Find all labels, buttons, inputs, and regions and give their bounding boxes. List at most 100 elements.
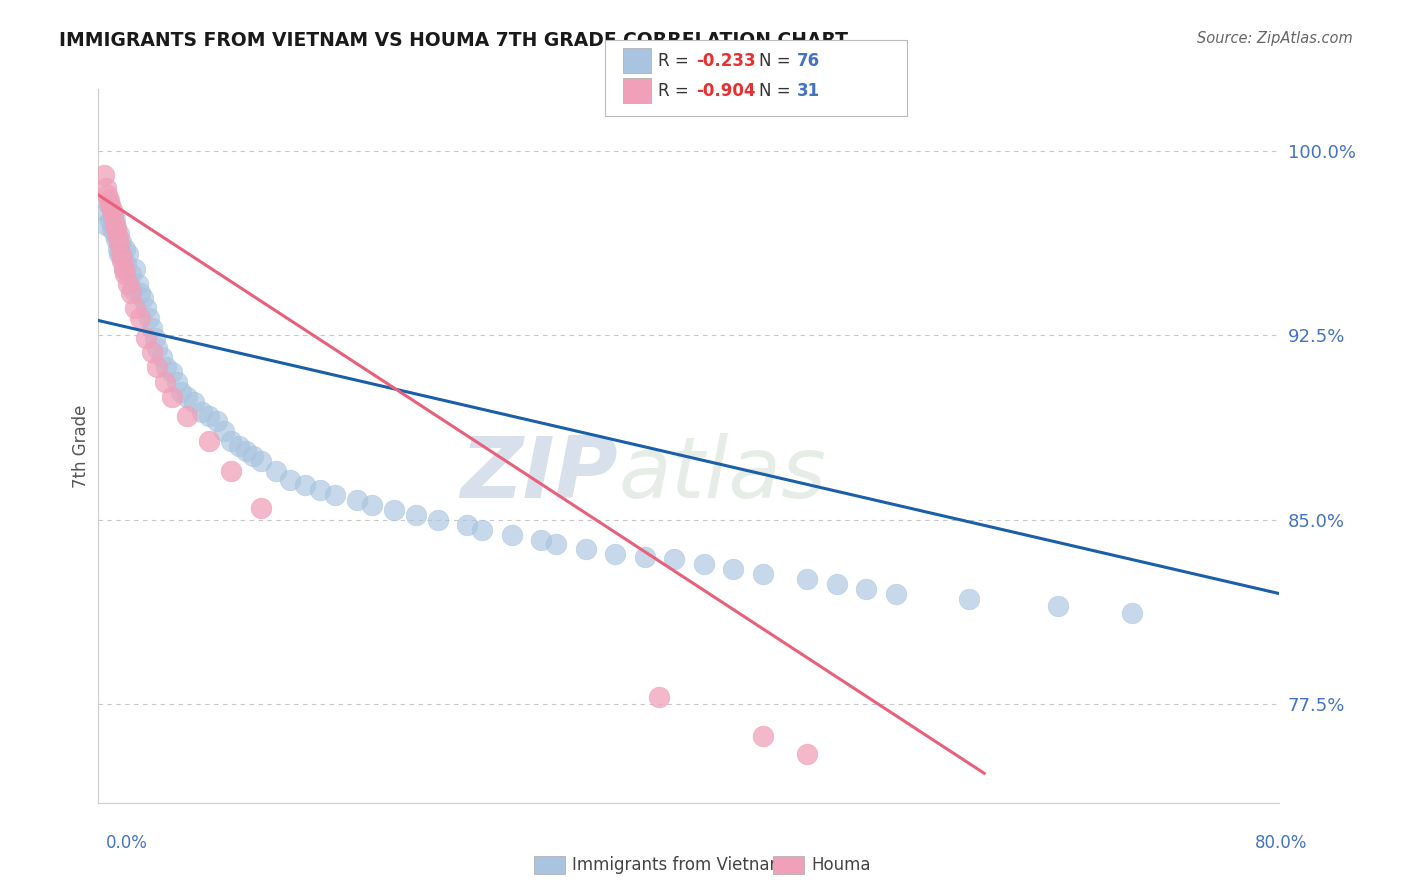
Point xyxy=(107,242,129,256)
Point xyxy=(103,208,125,222)
Point xyxy=(884,587,907,601)
Point xyxy=(855,582,877,596)
Text: IMMIGRANTS FROM VIETNAM VS HOUMA 7TH GRADE CORRELATION CHART: IMMIGRANTS FROM VIETNAM VS HOUMA 7TH GRA… xyxy=(59,31,848,50)
Point xyxy=(162,390,183,404)
Point xyxy=(166,375,188,389)
Point xyxy=(128,286,150,301)
Text: 31: 31 xyxy=(797,82,820,100)
Point xyxy=(205,414,228,428)
Point xyxy=(212,424,235,438)
Point xyxy=(97,193,120,207)
Point xyxy=(94,180,117,194)
Point xyxy=(114,267,136,281)
Point xyxy=(94,218,117,232)
Point xyxy=(501,527,523,541)
Point xyxy=(242,449,264,463)
Point xyxy=(250,454,273,468)
Point xyxy=(105,222,128,236)
Point xyxy=(108,227,131,242)
Point xyxy=(127,277,149,291)
Point xyxy=(198,409,221,424)
Point xyxy=(183,394,205,409)
Point xyxy=(162,365,183,379)
Point xyxy=(112,261,135,276)
Point xyxy=(112,261,135,276)
Point xyxy=(575,542,598,557)
Point xyxy=(1046,599,1070,613)
Point xyxy=(104,218,127,232)
Point xyxy=(723,562,745,576)
Point xyxy=(471,523,494,537)
Point xyxy=(108,247,131,261)
Point xyxy=(115,257,138,271)
Point xyxy=(309,483,332,498)
Point xyxy=(120,267,142,281)
Point xyxy=(98,198,121,212)
Point xyxy=(634,549,657,564)
Text: Immigrants from Vietnam: Immigrants from Vietnam xyxy=(572,856,786,874)
Point xyxy=(1121,607,1143,621)
Point xyxy=(959,591,981,606)
Point xyxy=(94,205,117,219)
Point xyxy=(141,345,163,359)
Point xyxy=(360,498,382,512)
Text: 0.0%: 0.0% xyxy=(105,834,148,852)
Point xyxy=(96,188,118,202)
Point xyxy=(170,384,193,399)
Point xyxy=(198,434,221,448)
Point xyxy=(648,690,671,704)
Text: 80.0%: 80.0% xyxy=(1256,834,1308,852)
Point xyxy=(664,552,686,566)
Point xyxy=(382,503,405,517)
Point xyxy=(825,576,848,591)
Text: Source: ZipAtlas.com: Source: ZipAtlas.com xyxy=(1197,31,1353,46)
Point xyxy=(346,493,368,508)
Point xyxy=(264,464,287,478)
Point xyxy=(530,533,553,547)
Point xyxy=(228,439,250,453)
Point xyxy=(105,222,128,236)
Point xyxy=(235,444,257,458)
Point xyxy=(111,250,134,264)
Point xyxy=(176,409,198,424)
Point xyxy=(752,566,775,581)
Point xyxy=(100,222,122,236)
Point xyxy=(105,232,128,246)
Point xyxy=(146,341,169,355)
Point xyxy=(155,360,177,375)
Point xyxy=(546,537,568,551)
Point xyxy=(191,404,214,418)
Point xyxy=(605,547,627,561)
Point xyxy=(294,478,316,492)
Point xyxy=(146,360,169,375)
Point xyxy=(405,508,427,522)
Text: -0.904: -0.904 xyxy=(696,82,755,100)
Point xyxy=(93,169,115,183)
Point xyxy=(138,311,160,326)
Point xyxy=(117,277,139,291)
Point xyxy=(117,247,139,261)
Point xyxy=(128,311,150,326)
Point xyxy=(280,474,302,488)
Point xyxy=(100,202,122,217)
Point xyxy=(150,351,173,365)
Point xyxy=(250,500,273,515)
Point xyxy=(97,198,120,212)
Point xyxy=(104,212,127,227)
Point xyxy=(135,331,157,345)
Point xyxy=(103,218,125,232)
Point xyxy=(796,572,818,586)
Text: -0.233: -0.233 xyxy=(696,52,755,70)
Point xyxy=(110,235,132,249)
Point xyxy=(111,254,134,268)
Point xyxy=(221,434,243,448)
Text: N =: N = xyxy=(759,82,796,100)
Point xyxy=(141,321,163,335)
Point xyxy=(104,227,127,242)
Point xyxy=(124,261,146,276)
Point xyxy=(120,286,142,301)
Text: N =: N = xyxy=(759,52,796,70)
Point xyxy=(107,230,129,244)
Text: ZIP: ZIP xyxy=(460,433,619,516)
Point xyxy=(98,212,121,227)
